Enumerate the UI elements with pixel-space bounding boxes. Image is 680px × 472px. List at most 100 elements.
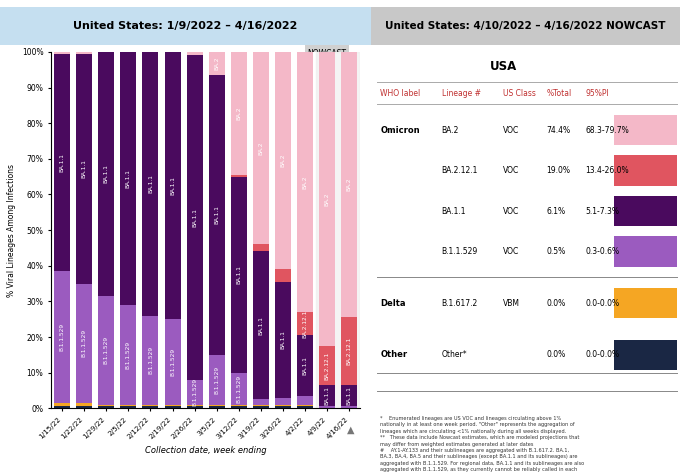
Bar <box>143 405 158 406</box>
Bar <box>99 405 114 406</box>
Text: Lineage #: Lineage # <box>442 89 481 98</box>
Bar <box>187 52 203 56</box>
Bar <box>614 196 677 226</box>
Text: 0.0%: 0.0% <box>547 299 566 308</box>
Bar <box>209 52 224 75</box>
Text: ▲: ▲ <box>347 424 354 435</box>
Text: BA.1.1: BA.1.1 <box>148 174 153 193</box>
Bar <box>341 317 357 385</box>
Text: USA: USA <box>490 60 517 73</box>
Bar <box>99 52 114 296</box>
Bar <box>341 406 357 408</box>
Text: NOWCAST: NOWCAST <box>308 49 347 58</box>
Bar <box>231 373 247 405</box>
Bar <box>275 406 291 408</box>
Bar <box>320 52 335 346</box>
Text: BA.2.12.1: BA.2.12.1 <box>347 337 352 365</box>
Text: VOC: VOC <box>503 166 520 175</box>
Text: B.1.1.529: B.1.1.529 <box>170 348 175 376</box>
Text: %Total: %Total <box>547 89 572 98</box>
Text: BA.2: BA.2 <box>347 178 352 192</box>
X-axis label: Collection date, week ending: Collection date, week ending <box>145 446 267 455</box>
Text: United States: 4/10/2022 – 4/16/2022 NOWCAST: United States: 4/10/2022 – 4/16/2022 NOW… <box>385 21 666 31</box>
Bar <box>253 406 269 408</box>
Text: 0.0%: 0.0% <box>547 350 566 359</box>
Bar <box>143 406 158 408</box>
Bar <box>76 284 92 403</box>
Text: B.1.1.529: B.1.1.529 <box>104 337 109 364</box>
Text: BA.1.1: BA.1.1 <box>126 169 131 188</box>
Bar <box>76 54 92 284</box>
Text: B.1.1.529: B.1.1.529 <box>126 341 131 369</box>
Bar <box>165 319 180 405</box>
Bar <box>209 355 224 405</box>
Text: 0.0-0.0%: 0.0-0.0% <box>585 350 619 359</box>
Text: Omicron: Omicron <box>380 126 420 135</box>
Bar <box>341 385 357 406</box>
Bar <box>187 405 203 406</box>
Bar <box>275 405 291 406</box>
Text: 95%PI: 95%PI <box>585 89 609 98</box>
Text: VBM: VBM <box>503 299 520 308</box>
Text: WHO label: WHO label <box>380 89 421 98</box>
Bar <box>165 406 180 408</box>
Text: BA.1.1: BA.1.1 <box>192 208 197 227</box>
Bar <box>275 52 291 270</box>
Bar <box>54 52 70 54</box>
Text: B.1.1.529: B.1.1.529 <box>214 366 219 394</box>
Text: 5.1-7.3%: 5.1-7.3% <box>585 207 619 216</box>
Bar <box>231 175 247 177</box>
Text: 0.3-0.6%: 0.3-0.6% <box>585 247 619 256</box>
Bar <box>614 155 677 185</box>
Bar <box>187 380 203 405</box>
Text: B.1.1.529: B.1.1.529 <box>60 323 65 351</box>
Bar <box>120 405 136 406</box>
Bar <box>297 396 313 405</box>
Text: 68.3-79.7%: 68.3-79.7% <box>585 126 629 135</box>
Text: VOC: VOC <box>503 126 520 135</box>
Bar <box>614 115 677 145</box>
Text: 6.1%: 6.1% <box>547 207 566 216</box>
Bar <box>320 385 335 406</box>
Text: BA.1.1: BA.1.1 <box>237 265 241 284</box>
Bar <box>275 282 291 397</box>
Text: B.1.1.529: B.1.1.529 <box>442 247 478 256</box>
Text: BA.2: BA.2 <box>281 154 286 168</box>
Text: VOC: VOC <box>503 247 520 256</box>
Y-axis label: % Viral Lineages Among Infections: % Viral Lineages Among Infections <box>7 164 16 296</box>
Text: B.1.617.2: B.1.617.2 <box>442 299 478 308</box>
Text: VOC: VOC <box>503 207 520 216</box>
Text: BA.2: BA.2 <box>303 175 307 189</box>
Text: Other*: Other* <box>442 350 467 359</box>
Bar <box>120 406 136 408</box>
Bar <box>614 288 677 318</box>
Text: BA.2: BA.2 <box>258 142 263 155</box>
Text: BA.1.1: BA.1.1 <box>104 165 109 184</box>
Text: BA.2.12.1: BA.2.12.1 <box>442 166 478 175</box>
Bar <box>275 270 291 282</box>
Text: United States: 1/9/2022 – 4/16/2022: United States: 1/9/2022 – 4/16/2022 <box>73 21 297 31</box>
Text: B.1.1.529: B.1.1.529 <box>237 375 241 403</box>
Bar <box>297 52 313 312</box>
Text: BA.1.1: BA.1.1 <box>442 207 466 216</box>
Bar <box>76 403 92 406</box>
Bar <box>54 54 70 271</box>
Bar <box>99 406 114 408</box>
Bar <box>209 75 224 355</box>
Bar <box>253 405 269 406</box>
Bar <box>231 52 247 175</box>
Bar <box>231 177 247 373</box>
Bar <box>76 52 92 54</box>
Text: BA.2.12.1: BA.2.12.1 <box>303 310 307 338</box>
Bar <box>253 52 269 244</box>
Text: BA.2: BA.2 <box>325 192 330 206</box>
Bar <box>614 236 677 267</box>
Bar <box>297 406 313 408</box>
Bar <box>253 399 269 405</box>
Text: BA.1.1: BA.1.1 <box>214 205 219 224</box>
Text: BA.1.1: BA.1.1 <box>303 356 307 375</box>
Bar <box>231 405 247 406</box>
Text: BA.1.1: BA.1.1 <box>347 387 352 405</box>
Bar <box>54 271 70 403</box>
Text: BA.1.1: BA.1.1 <box>170 176 175 195</box>
